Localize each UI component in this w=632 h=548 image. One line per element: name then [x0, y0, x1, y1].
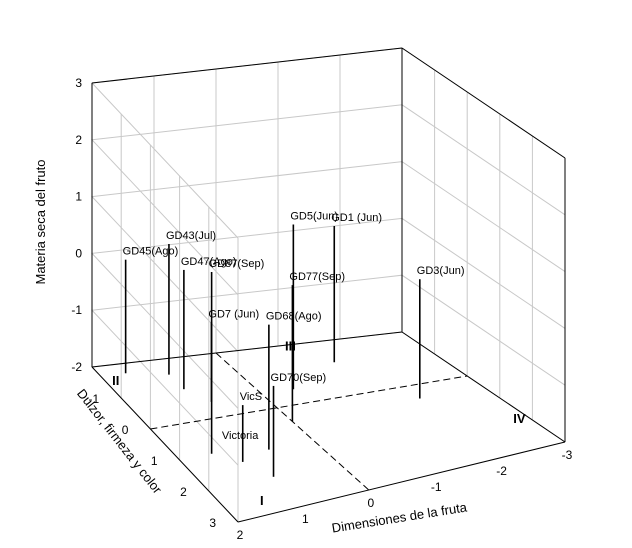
y-tick-label: 1 [151, 454, 158, 468]
y-tick-label: 3 [209, 516, 216, 530]
grid-line [90, 161, 566, 352]
axis-edge [91, 331, 403, 368]
data-point-label: GD70(Sep) [271, 372, 327, 384]
axis-edge [91, 47, 403, 84]
data-point-label: GD77(Sep) [289, 271, 345, 283]
grid-line [90, 274, 566, 466]
z-axis-title: Materia seca del fruto [33, 159, 48, 284]
data-point-label: Victoria [222, 430, 259, 442]
data-point-label: GD47(Ago) [181, 256, 237, 268]
x-tick-label: 0 [367, 496, 374, 510]
y-tick-label: 2 [180, 485, 187, 499]
z-tick-label: 0 [75, 246, 82, 260]
x-tick-label: 2 [237, 528, 244, 542]
grid-line [90, 47, 566, 239]
axis-edge [401, 47, 566, 159]
z-tick-label: 1 [75, 190, 82, 204]
y-tick-label: -1 [89, 392, 100, 406]
axis-edge [401, 331, 566, 443]
data-point-label: GD45(Ago) [123, 246, 179, 258]
grid-line [90, 104, 566, 296]
z-tick-label: 2 [75, 133, 82, 147]
x-tick-label: -2 [496, 464, 507, 478]
data-point-label: GD87(Sep) [209, 258, 265, 270]
tick-labels: -2 -1 0 1 2 3 2 1 0 -1 -2 -3 -1 0 1 2 3 [71, 76, 572, 542]
axis-edge [237, 441, 566, 523]
x-tick-label: -3 [562, 448, 573, 462]
data-point-label: GD5(Jun) [290, 211, 338, 223]
data-point-label: GD1 (Jun) [331, 212, 382, 224]
x-tick-label: 1 [302, 512, 309, 526]
data-point-label: GD7 (Jun) [208, 308, 259, 320]
data-point-label: GD68(Ago) [266, 311, 322, 323]
data-point-label: VicS [240, 391, 262, 403]
quadrant-label-i: I [260, 493, 264, 508]
quadrant-label-ii: II [112, 373, 119, 388]
z-tick-label: 3 [75, 76, 82, 90]
grid-line [90, 217, 566, 409]
y-axis-title: Dulzor, firmeza y color [74, 386, 165, 497]
x-axis-title: Dimensiones de la fruta [331, 499, 469, 535]
y-tick-label: 0 [122, 423, 129, 437]
x-tick-label: -1 [431, 480, 442, 494]
data-point-label: GD3(Jun) [417, 265, 465, 277]
z-tick-label: -1 [71, 303, 82, 317]
data-point-label: GD43(Jul) [166, 230, 216, 242]
z-tick-label: -2 [71, 360, 82, 374]
axis-edge [91, 366, 239, 523]
data-stems [124, 224, 421, 477]
axes-frame [91, 47, 566, 523]
data-point-labels: GD87(Sep) GD43(Jul) GD47(Ago)GD45(Ago) GD7 … [123, 211, 465, 443]
quadrant-label-iii: III [285, 338, 296, 353]
quadrant-label-iv: IV [513, 411, 526, 426]
grid-layer [90, 47, 566, 523]
zero-line-y [150, 375, 468, 430]
